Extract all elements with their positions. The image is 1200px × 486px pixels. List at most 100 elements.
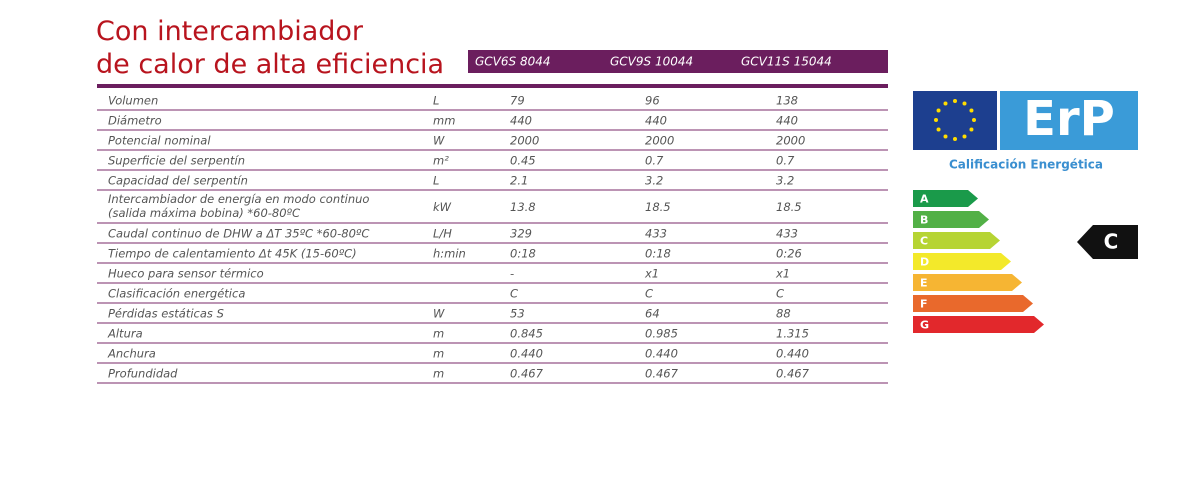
- value: 440: [510, 114, 532, 128]
- header-rule: [97, 84, 888, 88]
- value: x1: [775, 267, 790, 281]
- energy-bar: [913, 211, 989, 228]
- row-label: Potencial nominal: [108, 134, 211, 148]
- row-label: Clasificación energética: [108, 287, 245, 301]
- value: C: [510, 287, 518, 301]
- row-label: Tiempo de calentamiento Δt 45K (15-60ºC): [108, 247, 357, 261]
- value: 79: [510, 94, 525, 108]
- unit: mm: [433, 114, 455, 128]
- eu-star: [953, 137, 957, 141]
- value: 440: [776, 114, 798, 128]
- energy-class: A: [920, 193, 929, 206]
- row-label: Capacidad del serpentín: [108, 174, 248, 188]
- energy-bar: [913, 316, 1044, 333]
- title-line: Con intercambiador: [96, 16, 364, 47]
- value: 0.440: [510, 347, 543, 361]
- value: 3.2: [776, 174, 794, 188]
- unit: m: [433, 367, 444, 381]
- row-label: Caudal continuo de DHW a ΔT 35ºC *60-80º…: [108, 227, 369, 241]
- value: 440: [645, 114, 667, 128]
- value: 64: [645, 307, 660, 321]
- row-label: Hueco para sensor térmico: [108, 267, 264, 281]
- value: 88: [776, 307, 791, 321]
- value: 3.2: [645, 174, 663, 188]
- erp-box: [1000, 91, 1138, 150]
- value: 0.7: [776, 154, 795, 168]
- value: 2000: [776, 134, 805, 148]
- value: 0.440: [645, 347, 678, 361]
- eu-star: [936, 108, 941, 113]
- value: 18.5: [776, 200, 802, 214]
- value: 96: [645, 94, 660, 108]
- eu-star: [934, 118, 938, 122]
- unit: L/H: [433, 227, 452, 241]
- value: 0.467: [510, 367, 544, 381]
- column-header: GCV6S 8044: [475, 55, 551, 69]
- unit: kW: [433, 200, 452, 214]
- value: 0.985: [645, 327, 678, 341]
- row-label: Anchura: [107, 347, 156, 361]
- value: 0.467: [645, 367, 679, 381]
- value: C: [645, 287, 653, 301]
- column-header: GCV11S 15044: [741, 55, 832, 69]
- value: 0.467: [776, 367, 810, 381]
- rating-arrow: [1077, 225, 1138, 259]
- value: 2.1: [510, 174, 528, 188]
- energy-bar: [913, 190, 978, 207]
- column-header: GCV9S 10044: [610, 55, 693, 69]
- eu-star: [936, 127, 941, 132]
- eu-star: [972, 118, 976, 122]
- energy-bar: [913, 295, 1033, 312]
- value: 0.440: [776, 347, 809, 361]
- row-label: Volumen: [108, 94, 158, 108]
- energy-class: B: [920, 214, 928, 227]
- label-caption: Calificación Energética: [949, 158, 1103, 172]
- eu-star: [943, 134, 948, 139]
- title-line: de calor de alta eficiencia: [96, 49, 444, 80]
- unit: W: [433, 307, 445, 321]
- energy-bar: [913, 232, 1000, 249]
- energy-class: F: [920, 298, 928, 311]
- energy-class: G: [920, 319, 929, 332]
- unit: h:min: [433, 247, 466, 261]
- unit: L: [433, 174, 439, 188]
- row-label: Altura: [107, 327, 143, 341]
- row-label: Pérdidas estáticas S: [108, 307, 224, 321]
- eu-star: [953, 99, 957, 103]
- eu-star: [943, 101, 948, 106]
- erp-logo: ErP: [1023, 91, 1115, 147]
- value: 0:26: [776, 247, 802, 261]
- energy-class: D: [920, 256, 929, 269]
- row-label: Profundidad: [108, 367, 178, 381]
- value: 2000: [510, 134, 539, 148]
- eu-star: [969, 127, 974, 132]
- value: 138: [776, 94, 798, 108]
- row-label: Intercambiador de energía en modo contin…: [108, 192, 369, 220]
- eu-star: [962, 101, 967, 106]
- value: 2000: [645, 134, 674, 148]
- row-label: Superficie del serpentín: [108, 154, 245, 168]
- energy-bar: [913, 274, 1022, 291]
- eu-star: [962, 134, 967, 139]
- row-label: Diámetro: [108, 114, 162, 128]
- value: 433: [776, 227, 798, 241]
- value: 0.7: [645, 154, 664, 168]
- energy-class: C: [920, 235, 928, 248]
- energy-class: E: [920, 277, 928, 290]
- value: x1: [644, 267, 659, 281]
- unit: m²: [433, 154, 449, 168]
- value: 0:18: [645, 247, 671, 261]
- value: 18.5: [645, 200, 671, 214]
- value: 433: [645, 227, 667, 241]
- value: C: [776, 287, 784, 301]
- value: -: [510, 267, 514, 281]
- value: 0.45: [510, 154, 536, 168]
- unit: m: [433, 327, 444, 341]
- value: 0:18: [510, 247, 536, 261]
- header-bar: [468, 50, 888, 73]
- rating-letter: C: [1104, 230, 1119, 254]
- value: 329: [510, 227, 532, 241]
- unit: m: [433, 347, 444, 361]
